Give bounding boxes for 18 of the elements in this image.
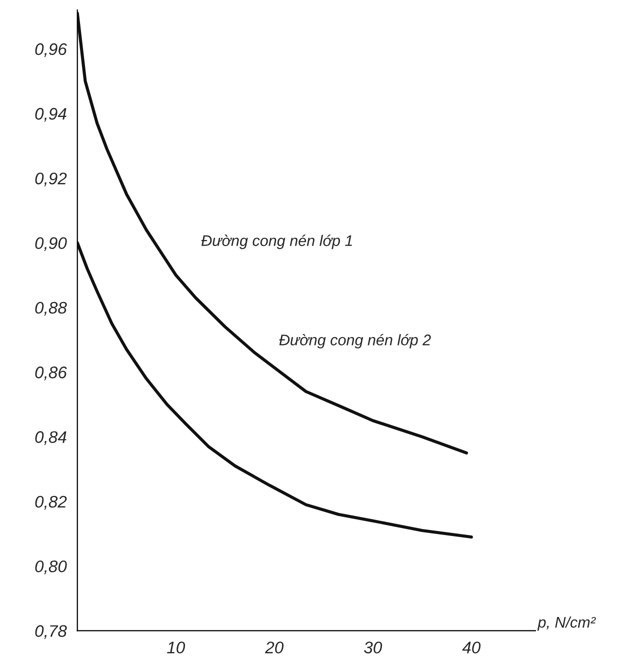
x-axis-title: p, N/cm² bbox=[537, 616, 596, 631]
x-tick-label: 10 bbox=[167, 642, 186, 654]
y-tick-label: 0,78 bbox=[35, 625, 67, 639]
y-tick-label: 0,92 bbox=[35, 172, 67, 186]
y-tick-label: 0,82 bbox=[35, 496, 67, 510]
y-tick-label: 0,94 bbox=[35, 108, 66, 122]
line-series bbox=[77, 12, 468, 454]
y-tick-label: 0,90 bbox=[35, 237, 67, 251]
y-tick-label: 0,84 bbox=[35, 431, 66, 445]
x-tick-label: 40 bbox=[462, 642, 481, 654]
x-tick-label: 20 bbox=[265, 642, 284, 654]
y-tick-label: 0,80 bbox=[35, 560, 67, 574]
y-tick-label: 0,96 bbox=[35, 43, 67, 58]
annotation: Đường cong nén lớp 1 bbox=[201, 234, 352, 250]
annotation: Đường cong nén lớp 2 bbox=[279, 334, 431, 348]
y-tick-label: 0,86 bbox=[35, 366, 67, 380]
y-tick-label: 0,88 bbox=[35, 302, 67, 316]
x-tick-label: 30 bbox=[364, 642, 382, 654]
